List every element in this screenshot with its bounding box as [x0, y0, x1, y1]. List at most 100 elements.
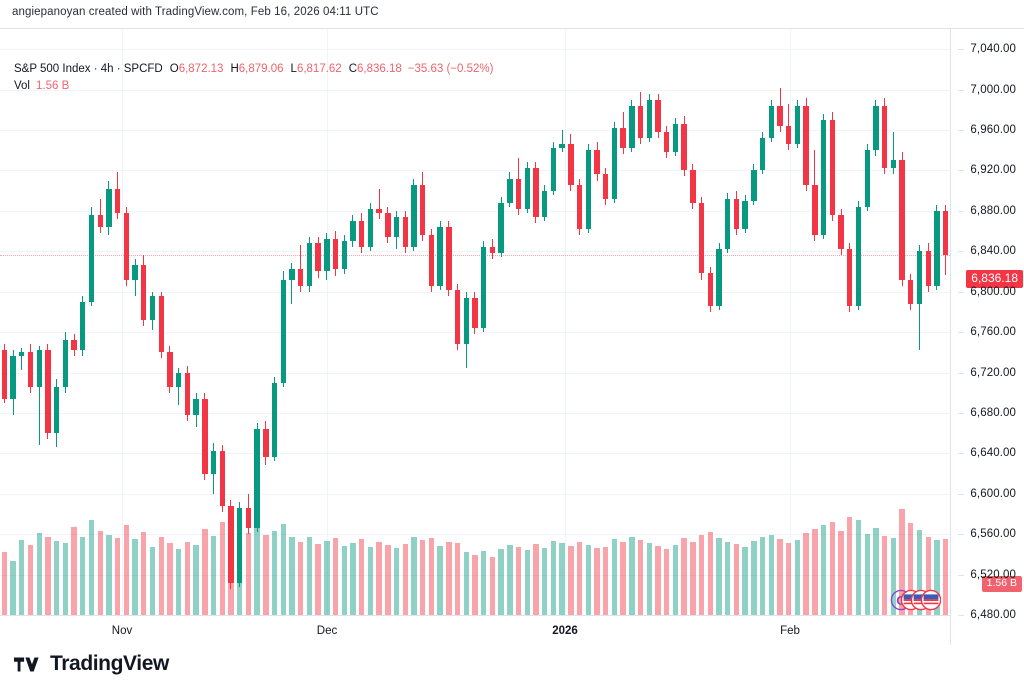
candlestick: [411, 178, 417, 252]
volume-bar: [350, 543, 356, 615]
volume-bar: [158, 536, 164, 615]
candlestick: [725, 192, 731, 254]
volume-bar: [315, 544, 321, 615]
candle-body: [219, 451, 225, 506]
tick-dash: [958, 453, 965, 455]
candle-body: [428, 235, 435, 286]
candlestick: [594, 142, 600, 181]
candlestick: [542, 184, 548, 221]
candlestick: [193, 392, 199, 428]
candle-body: [759, 138, 766, 171]
candle-wick: [378, 188, 380, 219]
volume-bar: [559, 543, 565, 615]
candle-body: [53, 386, 60, 434]
candle-body: [507, 178, 513, 203]
grid-line-horizontal: [0, 574, 950, 576]
volume-bar: [664, 549, 670, 615]
chart-frame: S&P 500 Index · 4h · SPCFD O6,872.13 H6,87…: [0, 28, 1024, 645]
candle-body: [393, 216, 400, 238]
candlestick: [88, 206, 95, 306]
candle-body: [358, 220, 365, 248]
candle-body: [88, 214, 95, 302]
volume-bar: [681, 538, 687, 615]
candlestick: [472, 291, 478, 335]
candlestick: [672, 117, 679, 157]
candle-body: [437, 227, 443, 286]
current-volume-badge: 1.56 B: [981, 576, 1022, 592]
candlestick: [289, 263, 295, 304]
candlestick: [759, 132, 766, 175]
candlestick: [890, 132, 897, 175]
candle-body: [664, 132, 670, 153]
time-axis[interactable]: Nov Dec 2026 Feb: [0, 615, 950, 645]
price-axis[interactable]: 6,836.18 1.56 B 7,040.00 7,000.00 6,960.00…: [950, 29, 1024, 645]
volume-bar: [820, 524, 827, 615]
volume-bar: [27, 545, 34, 615]
volume-bar: [324, 541, 330, 615]
tick-dash: [958, 372, 965, 374]
candlestick: [925, 243, 931, 292]
volume-bar: [367, 547, 374, 615]
tick-dash: [958, 49, 965, 51]
candlestick: [45, 344, 51, 440]
candlestick: [698, 196, 705, 280]
volume-bar: [123, 524, 130, 615]
candlestick: [786, 103, 792, 151]
candlestick: [934, 204, 940, 290]
candle-body: [489, 247, 496, 254]
price-axis-tick: 6,760.00: [958, 326, 1016, 338]
volume-bar: [45, 537, 51, 615]
candlestick: [376, 188, 382, 219]
candlestick: [132, 259, 138, 296]
candlestick: [149, 291, 156, 331]
price-axis-tick: 6,800.00: [958, 286, 1016, 298]
candlestick: [655, 93, 661, 139]
volume-bar: [88, 520, 95, 615]
candlestick: [141, 255, 147, 327]
time-axis-tick: Feb: [780, 625, 800, 637]
candle-body: [820, 119, 827, 236]
volume-bar: [376, 542, 382, 615]
volume-bar: [402, 544, 408, 615]
candle-body: [446, 227, 452, 290]
candle-body: [411, 184, 417, 248]
candlestick: [27, 344, 34, 393]
candle-body: [123, 212, 130, 280]
candlestick: [820, 113, 827, 240]
volume-bar: [725, 542, 731, 615]
candle-body: [324, 239, 330, 272]
price-axis-tick: 6,960.00: [958, 124, 1016, 136]
tick-dash: [958, 130, 965, 132]
candlestick: [10, 350, 16, 415]
volume-bar: [742, 547, 748, 615]
price-axis-tick: 6,640.00: [958, 447, 1016, 459]
last-price-line: [0, 255, 950, 257]
grid-line-horizontal: [0, 453, 950, 455]
grid-line-horizontal: [0, 89, 950, 91]
price-axis-tick: 7,000.00: [958, 84, 1016, 96]
candle-body: [864, 150, 870, 207]
candle-body: [803, 105, 809, 185]
current-price-badge: 6,836.18: [966, 270, 1023, 288]
candlestick: [341, 235, 347, 274]
candlestick: [481, 241, 487, 333]
volume-bar: [289, 537, 295, 615]
grid-line-vertical: [327, 29, 328, 615]
volume-bar: [97, 530, 103, 615]
volume-bar: [245, 532, 252, 615]
volume-bar: [106, 534, 112, 615]
volume-bar: [916, 529, 923, 615]
candlestick: [942, 204, 949, 275]
chart-plot-area[interactable]: [0, 29, 950, 615]
candlestick: [62, 332, 69, 393]
tradingview-wordmark: TradingView: [50, 652, 169, 675]
volume-bar: [1, 552, 8, 615]
grid-line-vertical: [122, 29, 123, 615]
volume-bar: [550, 541, 557, 615]
volume-bar: [114, 538, 121, 615]
candlestick: [908, 273, 914, 310]
candle-body: [271, 382, 278, 458]
candlestick: [498, 196, 504, 258]
candlestick: [899, 152, 905, 286]
volume-bar: [80, 536, 86, 615]
